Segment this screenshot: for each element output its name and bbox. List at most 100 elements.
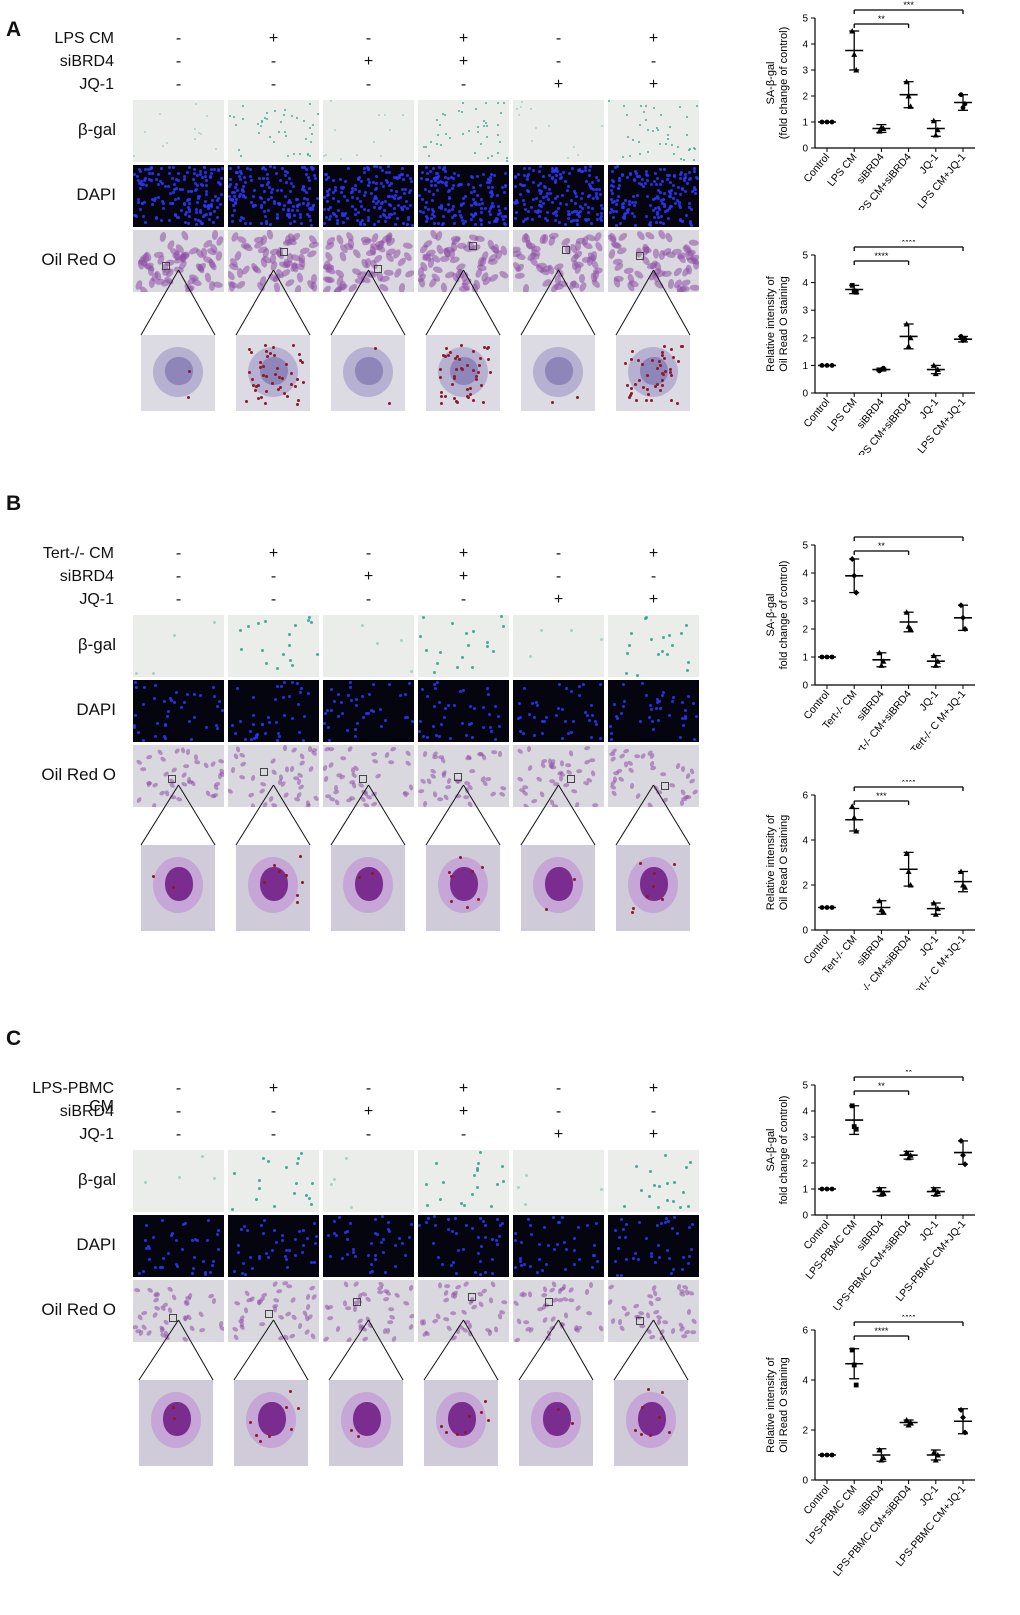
- stain-dot: [688, 170, 692, 174]
- stain-dot: [653, 171, 657, 175]
- stain-dot: [695, 176, 699, 180]
- stain-dot: [559, 176, 563, 180]
- stain-dot: [196, 174, 200, 178]
- stain-dot: [559, 202, 563, 206]
- stain-dot: [314, 176, 318, 180]
- stain-dot: [634, 223, 638, 227]
- lipid-droplet: [277, 387, 281, 391]
- stain-dot: [659, 214, 663, 218]
- data-point: [853, 1382, 859, 1388]
- y-axis-label: SA-β-gal(fold change of control): [765, 27, 790, 140]
- stain-dot: [460, 111, 463, 114]
- lipid-droplet: [262, 365, 266, 369]
- stain-dot: [597, 179, 601, 183]
- lipid-droplet: [466, 387, 470, 391]
- stain-dot: [186, 199, 190, 203]
- stain-dot: [363, 223, 367, 227]
- stain-dot: [516, 108, 519, 111]
- stain-dot: [200, 132, 203, 135]
- stain-dot: [452, 221, 456, 225]
- stain-dot: [197, 195, 201, 199]
- stain-dot: [138, 207, 142, 211]
- stain-dot: [655, 210, 659, 214]
- stain-dot: [693, 148, 696, 151]
- stain-dot: [669, 204, 673, 208]
- lipid-droplet: [454, 399, 458, 403]
- stain-dot: [556, 170, 560, 174]
- stain-dot: [514, 201, 518, 205]
- stain-dot: [526, 173, 530, 177]
- stain-dot: [354, 187, 358, 191]
- stain-dot: [183, 212, 187, 216]
- lipid-droplet: [244, 400, 248, 403]
- stain-dot: [585, 179, 589, 183]
- connector-line: [368, 1319, 404, 1381]
- stain-dot: [233, 202, 237, 206]
- connector-line: [463, 1319, 499, 1381]
- stain-dot: [299, 215, 303, 219]
- stain-dot: [329, 100, 332, 103]
- stain-dot: [180, 187, 184, 191]
- stain-dot: [160, 182, 164, 186]
- stain-dot: [297, 202, 301, 206]
- stain-dot: [183, 201, 187, 205]
- stain-dot: [262, 189, 266, 193]
- stain-dot: [655, 176, 659, 180]
- stain-dot: [530, 108, 533, 111]
- stain-dot: [678, 204, 682, 208]
- stain-dot: [594, 191, 598, 195]
- stain-dot: [148, 177, 152, 181]
- lipid-droplet: [460, 366, 464, 370]
- stain-dot: [176, 179, 180, 183]
- data-point: [958, 92, 964, 98]
- stain-dot: [464, 219, 468, 223]
- stain-dot: [385, 181, 389, 185]
- stain-dot: [296, 204, 300, 208]
- stain-dot: [545, 194, 549, 198]
- stain-dot: [497, 102, 500, 105]
- lipid-droplet: [290, 383, 294, 387]
- stain-dot: [643, 111, 646, 114]
- y-tick-label: 0: [802, 1211, 808, 1222]
- stain-dot: [288, 222, 292, 226]
- stain-dot: [312, 204, 316, 208]
- stain-dot: [663, 192, 667, 196]
- stain-dot: [141, 202, 145, 206]
- stain-dot: [142, 183, 146, 187]
- connector-line: [178, 1319, 214, 1381]
- stain-dot: [235, 198, 239, 202]
- stain-dot: [199, 172, 203, 176]
- stain-dot: [442, 165, 446, 169]
- stain-dot: [258, 195, 262, 199]
- lipid-droplet: [255, 384, 259, 388]
- stain-dot: [686, 181, 690, 185]
- significance-label: ****: [902, 1315, 917, 1322]
- stain-dot: [580, 196, 584, 200]
- stain-dot: [431, 210, 435, 214]
- stain-dot: [345, 217, 349, 220]
- stain-dot: [645, 172, 649, 176]
- stain-dot: [327, 193, 331, 197]
- connector-line: [615, 269, 654, 336]
- stain-dot: [334, 185, 338, 189]
- stain-dot: [485, 136, 488, 139]
- stain-dot: [343, 180, 347, 184]
- stain-dot: [557, 221, 561, 225]
- treatment-sign: -: [650, 53, 657, 70]
- stain-dot: [522, 174, 526, 178]
- stain-dot: [306, 201, 310, 205]
- stain-dot: [427, 207, 431, 211]
- lipid-droplet: [488, 370, 492, 374]
- stain-dot: [652, 129, 655, 132]
- stain-dot: [664, 210, 668, 214]
- stain-dot: [658, 207, 662, 211]
- stain-dot: [490, 201, 494, 205]
- stain-dot: [199, 183, 203, 187]
- stain-dot: [485, 121, 488, 124]
- significance-label: **: [905, 1070, 913, 1077]
- lipid-droplet: [443, 355, 447, 359]
- stain-dot: [614, 223, 618, 227]
- stain-dot: [171, 176, 175, 180]
- stain-dot: [379, 181, 383, 185]
